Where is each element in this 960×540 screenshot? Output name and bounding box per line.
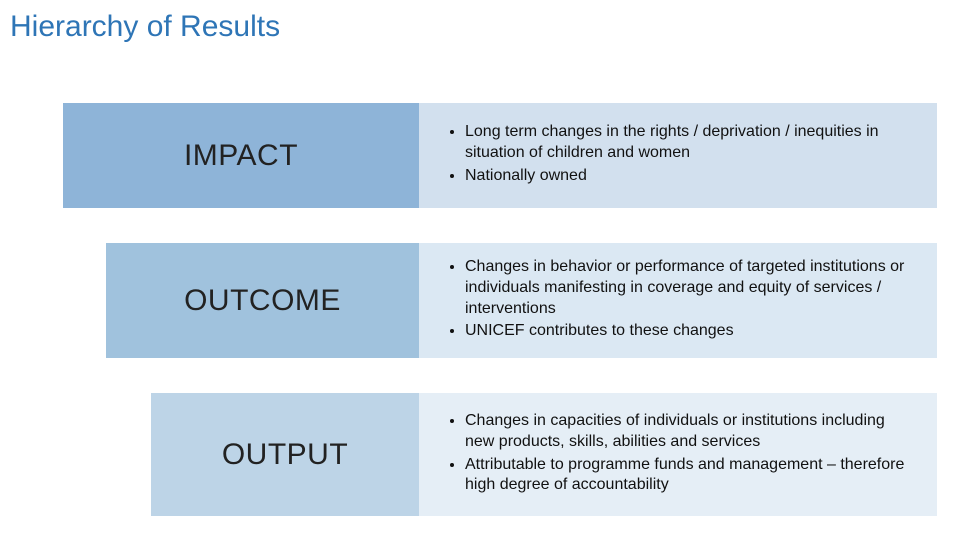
bullet-item: Long term changes in the rights / depriv… — [465, 122, 917, 164]
hierarchy-row: OUTCOME Changes in behavior or performanc… — [106, 243, 937, 358]
bullet-item: Changes in capacities of individuals or … — [465, 411, 917, 453]
bullet-item: UNICEF contributes to these changes — [465, 321, 917, 342]
hierarchy-label: OUTPUT — [151, 393, 419, 516]
page-title: Hierarchy of Results — [10, 10, 280, 44]
hierarchy-label: IMPACT — [63, 103, 419, 208]
hierarchy-row: OUTPUT Changes in capacities of individua… — [151, 393, 937, 516]
bullet-item: Nationally owned — [465, 166, 917, 187]
bullet-item: Attributable to programme funds and mana… — [465, 455, 917, 497]
bullet-item: Changes in behavior or performance of ta… — [465, 257, 917, 319]
hierarchy-row: IMPACT Long term changes in the rights / … — [63, 103, 937, 208]
hierarchy-bullets: Changes in behavior or performance of ta… — [419, 243, 937, 358]
hierarchy-label: OUTCOME — [106, 243, 419, 358]
hierarchy-bullets: Changes in capacities of individuals or … — [419, 393, 937, 516]
hierarchy-bullets: Long term changes in the rights / depriv… — [419, 103, 937, 208]
